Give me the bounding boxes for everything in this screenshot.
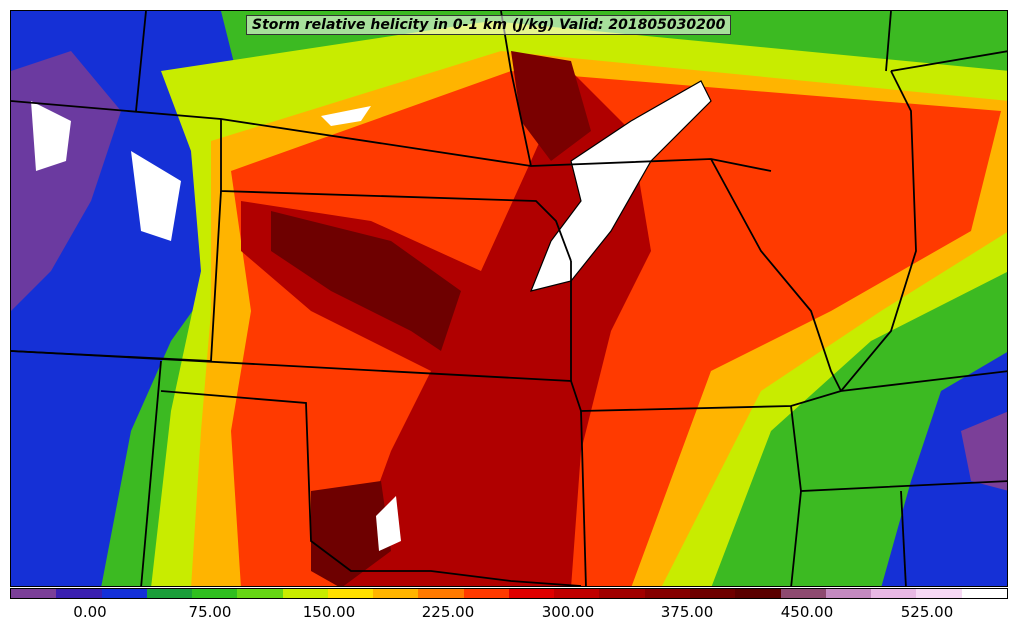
lake-white-north <box>321 106 371 126</box>
colorbar-segment <box>11 589 57 598</box>
colorbar-tick-label: 225.00 <box>421 603 475 621</box>
colorbar-segment <box>146 589 193 598</box>
lake-outline <box>530 80 712 292</box>
colorbar-tick-labels: 0.00 75.00 150.00 225.00 300.00 375.00 450.00 5… <box>0 603 1018 623</box>
colorbar-segment <box>599 589 645 598</box>
colorbar-segment <box>644 589 690 598</box>
colorbar-segment <box>871 589 917 598</box>
colorbar-segment <box>961 589 1007 598</box>
field-west-white <box>31 101 181 241</box>
colorbar-tick-label: 75.00 <box>188 603 232 621</box>
boundary-line <box>840 70 917 392</box>
lake-michigan <box>531 81 711 291</box>
field-east-purple <box>961 411 1007 491</box>
map-panel <box>10 10 1008 587</box>
colorbar-tick-label: 450.00 <box>780 603 834 621</box>
field-east-blue <box>881 352 1007 586</box>
colorbar-segment <box>373 589 419 598</box>
lake-white-south <box>376 496 401 551</box>
colorbar-tick-label: 150.00 <box>302 603 356 621</box>
colorbar-tick-label: 525.00 <box>900 603 954 621</box>
coastline <box>530 80 712 292</box>
colorbar-segment <box>192 589 238 598</box>
colorbar-segment <box>735 589 781 598</box>
boundary-line <box>790 490 802 586</box>
helicity-map <box>11 11 1007 586</box>
field-maroon-south <box>311 481 391 586</box>
colorbar-tick-label: 0.00 <box>73 603 107 621</box>
colorbar-segment <box>916 589 962 598</box>
colorbar-segment <box>780 589 826 598</box>
colorbar-segment <box>508 589 555 598</box>
colorbar-tick-label: 375.00 <box>660 603 714 621</box>
boundary-line <box>900 490 907 586</box>
colorbar-segment <box>101 589 147 598</box>
colorbar <box>10 588 1008 599</box>
colorbar-segment <box>327 589 374 598</box>
boundary-line <box>160 390 582 586</box>
colorbar-segment <box>825 589 872 598</box>
map-title: Storm relative helicity in 0-1 km (J/kg)… <box>246 15 732 35</box>
colorbar-segment <box>463 589 509 598</box>
colorbar-segment <box>282 589 328 598</box>
field-maroon-north <box>511 51 591 161</box>
boundary-line <box>885 11 892 72</box>
colorbar-segment <box>689 589 736 598</box>
boundary-line <box>220 119 572 262</box>
boundary-line <box>140 360 162 586</box>
colorbar-segment <box>418 589 464 598</box>
colorbar-tick-label: 300.00 <box>541 603 595 621</box>
colorbar-segment <box>237 589 283 598</box>
boundary-line <box>710 158 842 392</box>
boundary-line <box>11 350 1007 412</box>
colorbar-segment <box>56 589 102 598</box>
boundary-line <box>580 410 587 586</box>
boundary-line <box>135 11 147 112</box>
colorbar-segment <box>554 589 600 598</box>
boundary-line <box>890 50 1007 72</box>
field-maroon-core <box>271 211 461 351</box>
